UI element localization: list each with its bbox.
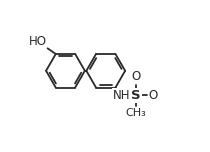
Text: S: S bbox=[131, 89, 141, 102]
Text: O: O bbox=[149, 89, 158, 102]
Text: O: O bbox=[131, 70, 141, 83]
Text: NH: NH bbox=[113, 89, 131, 102]
Text: CH₃: CH₃ bbox=[126, 108, 147, 118]
Text: HO: HO bbox=[29, 35, 47, 48]
